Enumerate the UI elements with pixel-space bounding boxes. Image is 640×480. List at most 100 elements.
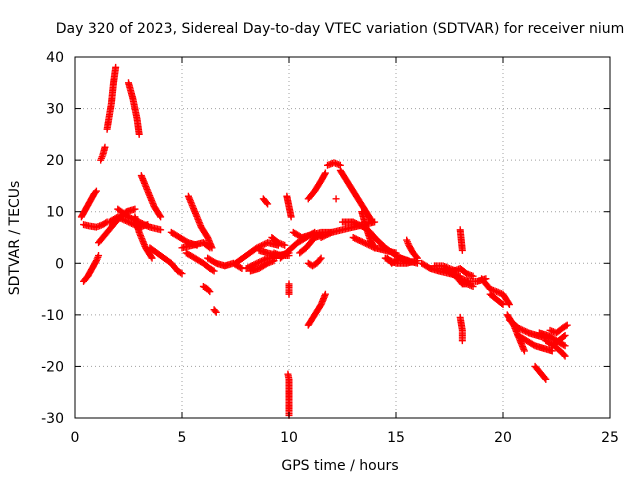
data-point bbox=[352, 235, 360, 243]
data-point bbox=[115, 214, 123, 222]
data-point bbox=[208, 244, 216, 252]
data-point bbox=[321, 169, 329, 177]
data-point bbox=[209, 266, 217, 274]
data-point bbox=[469, 272, 477, 280]
data-point bbox=[254, 259, 262, 267]
data-point bbox=[126, 214, 134, 222]
data-point bbox=[206, 288, 214, 296]
data-point bbox=[352, 220, 360, 228]
data-point bbox=[321, 170, 329, 178]
data-point bbox=[287, 213, 295, 221]
data-point bbox=[118, 215, 126, 223]
data-point bbox=[319, 233, 327, 241]
data-point bbox=[351, 219, 359, 227]
x-tick-labels: 0 5 10 15 20 25 bbox=[71, 430, 619, 446]
data-point bbox=[413, 254, 421, 262]
data-point bbox=[317, 254, 325, 262]
data-point bbox=[351, 234, 359, 242]
y-tick-label: -20 bbox=[41, 359, 64, 375]
data-point bbox=[178, 270, 186, 278]
y-tick-label: -10 bbox=[41, 308, 64, 324]
y-tick-labels: -30 -20 -10 0 10 20 30 40 bbox=[41, 50, 64, 427]
data-point bbox=[354, 220, 362, 228]
data-point bbox=[499, 301, 507, 309]
data-point bbox=[143, 222, 151, 230]
data-point bbox=[212, 308, 220, 316]
x-tick-label: 5 bbox=[178, 430, 187, 446]
y-tick-label: -30 bbox=[41, 411, 64, 427]
data-point bbox=[405, 257, 413, 265]
data-point bbox=[325, 230, 333, 238]
x-axis-title: GPS time / hours bbox=[281, 458, 398, 474]
data-point bbox=[361, 239, 369, 247]
axis-ticks bbox=[74, 56, 611, 419]
data-point bbox=[131, 205, 139, 213]
x-tick-label: 10 bbox=[280, 430, 298, 446]
data-point bbox=[112, 63, 120, 71]
data-point bbox=[349, 234, 357, 241]
data-point bbox=[458, 337, 466, 345]
data-point bbox=[211, 307, 219, 315]
data-point bbox=[322, 231, 330, 239]
x-tick-label: 25 bbox=[601, 430, 619, 446]
data-point bbox=[281, 241, 289, 249]
data-point bbox=[412, 253, 420, 261]
plot-frame bbox=[74, 56, 611, 419]
data-point bbox=[320, 232, 328, 240]
y-tick-label: 30 bbox=[46, 102, 64, 118]
data-point bbox=[516, 324, 524, 332]
data-point bbox=[261, 240, 269, 248]
y-axis-title: SDTVAR / TECUs bbox=[7, 181, 23, 296]
data-point bbox=[363, 240, 371, 248]
data-point bbox=[316, 255, 324, 263]
data-point bbox=[560, 341, 568, 349]
data-point bbox=[259, 241, 267, 249]
data-point bbox=[205, 286, 213, 294]
data-point bbox=[125, 213, 132, 221]
data-point bbox=[210, 267, 218, 275]
data-point bbox=[321, 290, 329, 298]
data-point bbox=[505, 299, 513, 307]
data-point bbox=[101, 143, 109, 151]
data-point bbox=[355, 221, 363, 229]
x-tick-label: 15 bbox=[387, 430, 405, 446]
data-point bbox=[542, 375, 550, 383]
data-point bbox=[561, 342, 569, 350]
data-point bbox=[332, 195, 340, 203]
data-point bbox=[358, 238, 366, 246]
x-tick-label: 20 bbox=[494, 430, 512, 446]
data-point bbox=[560, 351, 568, 359]
data-point bbox=[371, 218, 379, 226]
data-point bbox=[498, 300, 506, 308]
data-point bbox=[505, 301, 513, 309]
data-point bbox=[355, 236, 363, 244]
data-point bbox=[517, 325, 525, 333]
data-point bbox=[560, 333, 568, 341]
data-point bbox=[147, 253, 155, 261]
data-point bbox=[177, 269, 185, 277]
data-point bbox=[144, 222, 152, 230]
data-point bbox=[561, 331, 569, 339]
data-point bbox=[364, 241, 372, 249]
data-point bbox=[114, 213, 122, 221]
data-point bbox=[242, 264, 250, 272]
chart-title: Day 320 of 2023, Sidereal Day-to-day VTE… bbox=[56, 21, 625, 37]
data-point bbox=[522, 327, 530, 335]
data-point bbox=[245, 263, 253, 271]
data-point bbox=[469, 282, 477, 290]
data-point bbox=[141, 221, 149, 229]
y-tick-label: 40 bbox=[46, 50, 64, 66]
data-point bbox=[95, 252, 103, 260]
data-point bbox=[563, 321, 571, 329]
data-point bbox=[458, 246, 466, 254]
data-point bbox=[519, 326, 527, 334]
data-point bbox=[326, 229, 334, 237]
data-point bbox=[323, 231, 331, 239]
data-point bbox=[317, 234, 325, 241]
data-point bbox=[354, 236, 362, 244]
data-point bbox=[270, 257, 278, 265]
data-point bbox=[368, 242, 376, 250]
data-point bbox=[561, 352, 569, 360]
x-tick-label: 0 bbox=[71, 430, 80, 446]
